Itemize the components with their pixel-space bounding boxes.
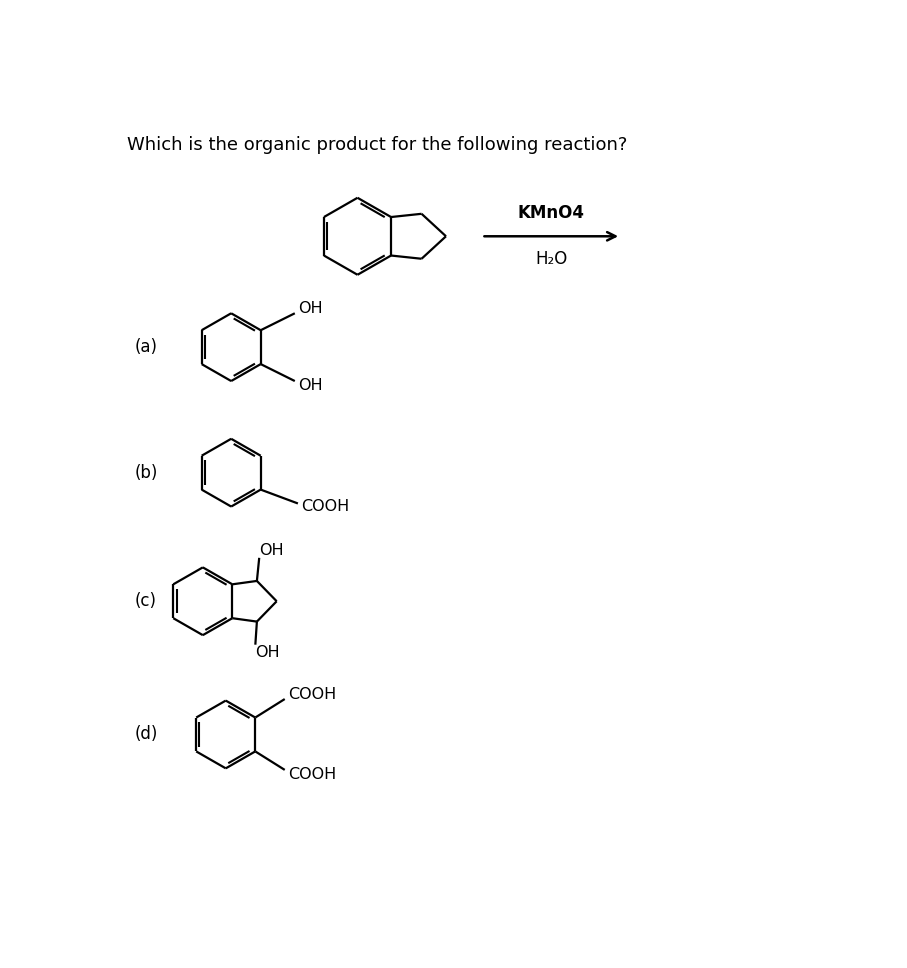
Text: COOH: COOH xyxy=(301,499,349,514)
Text: OH: OH xyxy=(297,378,323,393)
Text: Which is the organic product for the following reaction?: Which is the organic product for the fol… xyxy=(127,136,628,154)
Text: (c): (c) xyxy=(135,592,157,610)
Text: H₂O: H₂O xyxy=(535,250,568,268)
Text: OH: OH xyxy=(256,645,280,660)
Text: KMnO4: KMnO4 xyxy=(518,204,585,223)
Text: (a): (a) xyxy=(135,338,158,356)
Text: (b): (b) xyxy=(135,464,159,482)
Text: COOH: COOH xyxy=(288,687,336,702)
Text: OH: OH xyxy=(297,301,323,317)
Text: (d): (d) xyxy=(135,725,159,743)
Text: OH: OH xyxy=(259,543,284,558)
Text: COOH: COOH xyxy=(288,767,336,782)
